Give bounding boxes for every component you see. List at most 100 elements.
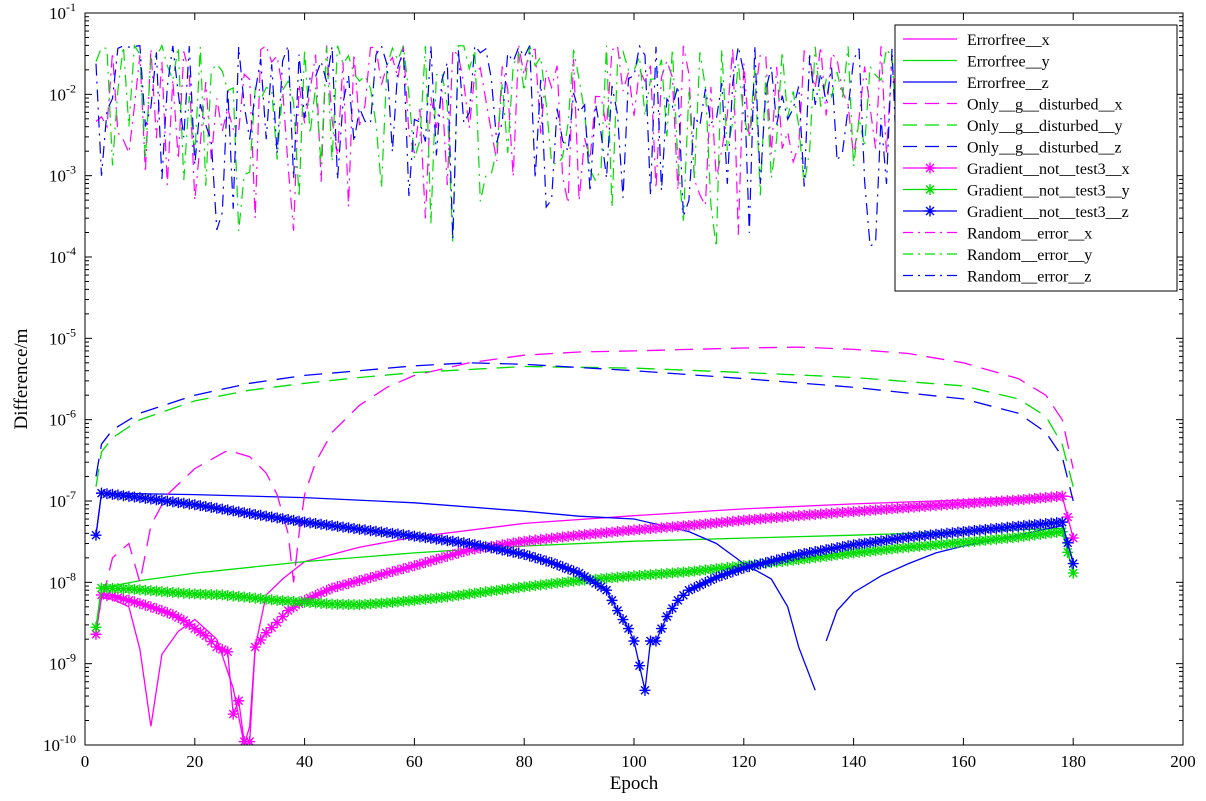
series-point <box>595 581 607 593</box>
series-point <box>161 607 173 619</box>
series-point <box>655 623 667 635</box>
series-point <box>189 623 201 635</box>
series-point <box>579 570 591 582</box>
series-point <box>837 541 849 553</box>
series-point <box>749 559 761 571</box>
series-point <box>178 614 190 626</box>
legend-label: Gradient__not__test3__y <box>967 183 1130 200</box>
series-point <box>743 561 755 573</box>
series-point <box>853 538 865 550</box>
series-point <box>447 549 459 561</box>
series-point <box>233 695 245 707</box>
series-point <box>430 533 442 545</box>
series-point <box>238 507 250 519</box>
series-point <box>639 684 651 696</box>
series-point <box>721 568 733 580</box>
series-point <box>249 508 261 520</box>
series-point <box>408 560 420 572</box>
series-point <box>469 539 481 551</box>
series-point <box>782 551 794 563</box>
series-point <box>354 575 365 587</box>
x-tick-label: 200 <box>1170 752 1196 771</box>
series-point <box>897 532 909 544</box>
series-errorfree-z <box>95 492 816 691</box>
series-point <box>491 584 503 596</box>
x-tick-label: 160 <box>951 752 977 771</box>
series-point <box>518 548 530 560</box>
legend-label: Random__error__x <box>967 226 1092 243</box>
series-gradient-not-test3-z <box>90 487 1079 696</box>
legend-item: Errorfree__x <box>903 32 1050 49</box>
x-tick-label: 60 <box>406 752 423 771</box>
y-tick-label: 10-2 <box>49 81 76 104</box>
series-point <box>886 533 898 545</box>
legend-marker <box>924 205 936 217</box>
series-point <box>310 518 322 530</box>
series-point <box>282 605 294 617</box>
series-point <box>502 538 514 550</box>
series-point <box>211 502 223 514</box>
series-point <box>452 547 464 559</box>
series-point <box>200 500 212 512</box>
legend-label: Only__g__disturbed__y <box>967 118 1123 135</box>
y-axis-title: Difference/m <box>11 328 32 429</box>
series-point <box>474 540 486 552</box>
series-point <box>573 567 585 579</box>
series-point <box>90 621 102 633</box>
series-point <box>364 572 376 584</box>
series-point <box>535 553 547 565</box>
series-point <box>343 578 355 590</box>
series-point <box>765 555 777 567</box>
series-point <box>216 643 228 655</box>
series-point <box>441 550 453 562</box>
series-point <box>623 623 635 635</box>
series-point <box>266 622 278 634</box>
series-point <box>359 573 371 585</box>
series-point <box>216 503 228 515</box>
series-point <box>513 536 525 548</box>
series-point <box>557 561 569 573</box>
legend-item: Random__error__x <box>903 226 1092 243</box>
series-point <box>738 562 750 574</box>
legend-item: Only__g__disturbed__z <box>903 140 1122 157</box>
series-point <box>1062 511 1074 523</box>
series-point <box>436 552 448 564</box>
series-point <box>469 587 481 599</box>
series-point <box>463 544 475 556</box>
series-point <box>205 501 217 513</box>
series-point <box>255 509 267 521</box>
series-point <box>480 541 492 553</box>
series-point <box>787 550 799 562</box>
y-tick-label: 10-8 <box>49 569 76 592</box>
series-point <box>859 537 871 549</box>
legend-item: Errorfree__z <box>903 75 1049 92</box>
series-point <box>485 585 497 597</box>
legend-label: Errorfree__z <box>967 75 1049 92</box>
series-point <box>710 571 722 583</box>
series-point <box>798 548 810 560</box>
series-point <box>441 535 453 547</box>
series-point <box>546 557 558 569</box>
series-point <box>628 635 640 647</box>
x-tick-label: 100 <box>621 752 647 771</box>
series-line <box>95 346 1074 626</box>
series-point <box>299 516 311 528</box>
series-point <box>848 539 860 551</box>
series-point <box>222 646 234 658</box>
series-point <box>496 544 508 556</box>
legend-item: Random__error__y <box>903 247 1092 264</box>
series-point <box>1056 490 1068 502</box>
series-point <box>666 602 678 614</box>
series-gradient-not-test3-x <box>90 490 1079 745</box>
series-point <box>189 499 201 511</box>
series-point <box>172 612 184 624</box>
series-point <box>551 559 563 571</box>
series-point <box>90 628 102 640</box>
series-point <box>408 530 420 542</box>
legend-item: Gradient__not__test3__x <box>903 161 1130 178</box>
series-point <box>337 579 349 591</box>
series-point <box>150 494 162 506</box>
series-point <box>1062 537 1074 549</box>
series-point <box>293 515 305 527</box>
y-tick-label: 10-10 <box>43 732 76 755</box>
